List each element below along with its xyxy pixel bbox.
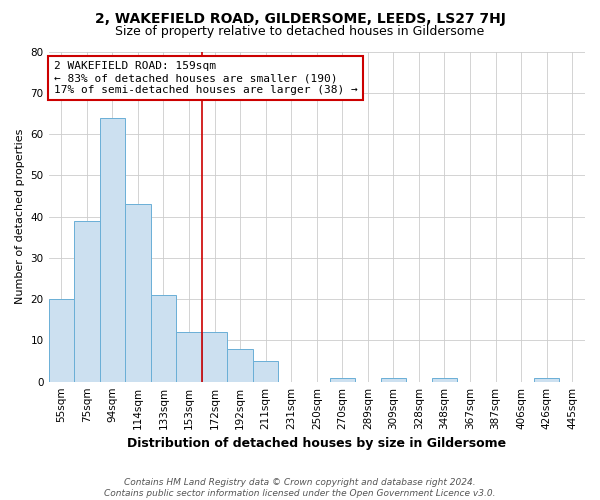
Y-axis label: Number of detached properties: Number of detached properties xyxy=(15,129,25,304)
Bar xyxy=(329,378,355,382)
Text: 2 WAKEFIELD ROAD: 159sqm
← 83% of detached houses are smaller (190)
17% of semi-: 2 WAKEFIELD ROAD: 159sqm ← 83% of detach… xyxy=(54,62,358,94)
X-axis label: Distribution of detached houses by size in Gildersome: Distribution of detached houses by size … xyxy=(127,437,506,450)
Bar xyxy=(176,332,202,382)
Bar xyxy=(432,378,457,382)
Bar xyxy=(380,378,406,382)
Bar xyxy=(253,361,278,382)
Bar xyxy=(151,295,176,382)
Bar xyxy=(100,118,125,382)
Text: 2, WAKEFIELD ROAD, GILDERSOME, LEEDS, LS27 7HJ: 2, WAKEFIELD ROAD, GILDERSOME, LEEDS, LS… xyxy=(95,12,505,26)
Text: Contains HM Land Registry data © Crown copyright and database right 2024.
Contai: Contains HM Land Registry data © Crown c… xyxy=(104,478,496,498)
Text: Size of property relative to detached houses in Gildersome: Size of property relative to detached ho… xyxy=(115,25,485,38)
Bar xyxy=(125,204,151,382)
Bar xyxy=(74,220,100,382)
Bar xyxy=(227,348,253,382)
Bar xyxy=(49,299,74,382)
Bar xyxy=(534,378,559,382)
Bar xyxy=(202,332,227,382)
